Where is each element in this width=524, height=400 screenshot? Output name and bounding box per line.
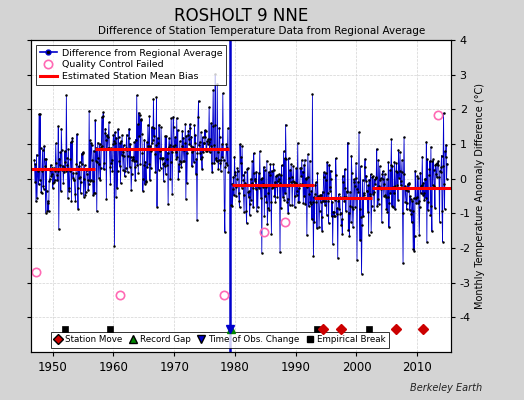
Text: Difference of Station Temperature Data from Regional Average: Difference of Station Temperature Data f…	[99, 26, 425, 36]
Text: Berkeley Earth: Berkeley Earth	[410, 383, 482, 393]
Legend: Station Move, Record Gap, Time of Obs. Change, Empirical Break: Station Move, Record Gap, Time of Obs. C…	[51, 332, 389, 348]
Y-axis label: Monthly Temperature Anomaly Difference (°C): Monthly Temperature Anomaly Difference (…	[475, 83, 485, 309]
Title: ROSHOLT 9 NNE: ROSHOLT 9 NNE	[174, 6, 308, 24]
